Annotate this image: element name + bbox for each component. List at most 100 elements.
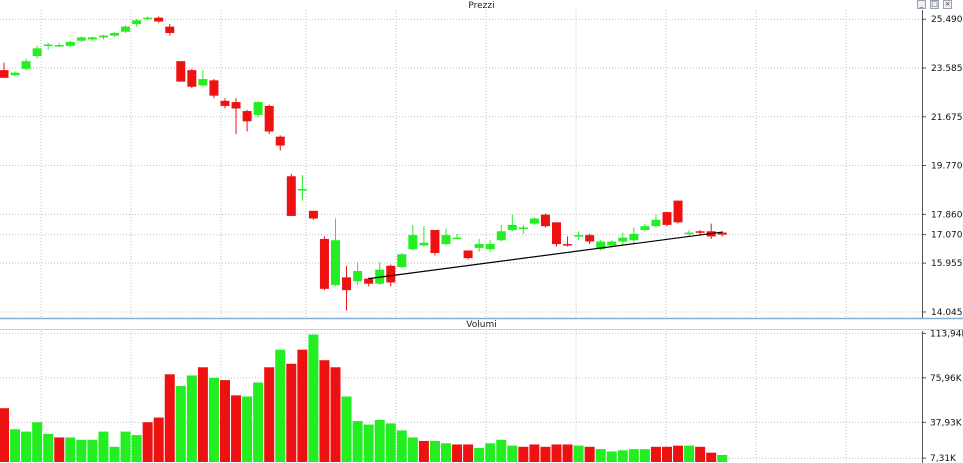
candle-body xyxy=(43,44,53,47)
candle xyxy=(264,104,274,135)
candle xyxy=(297,175,307,201)
candle-body xyxy=(165,26,175,34)
volume-bar xyxy=(363,424,374,462)
candle-body xyxy=(529,218,539,224)
price-tick-label: 19.770 xyxy=(931,162,963,172)
candle xyxy=(165,24,175,36)
volume-tick-label: 75,96K xyxy=(930,374,963,384)
volume-bar xyxy=(606,451,617,462)
candle-body xyxy=(198,79,208,86)
candle-body xyxy=(342,277,352,291)
volume-bar xyxy=(308,334,319,462)
volume-bar xyxy=(695,446,706,462)
candle-body xyxy=(10,72,20,76)
candle-body xyxy=(297,189,307,191)
candle-body xyxy=(607,241,617,246)
volume-bar xyxy=(595,449,606,462)
candle-body xyxy=(640,226,650,231)
volume-bar xyxy=(573,445,584,462)
candle-body xyxy=(430,230,440,254)
volume-bar xyxy=(65,437,76,462)
volume-bar xyxy=(87,439,98,462)
candle-body xyxy=(463,250,473,259)
candle xyxy=(187,68,197,89)
candle xyxy=(342,265,352,311)
volume-bar xyxy=(418,440,429,462)
candle xyxy=(430,230,440,256)
candle-body xyxy=(441,235,451,245)
volume-bar xyxy=(650,446,661,462)
candle xyxy=(331,218,340,287)
candle-body xyxy=(419,242,429,246)
volume-bar xyxy=(197,367,208,462)
candle-body xyxy=(143,17,153,20)
close-button[interactable]: × xyxy=(943,0,952,9)
candle xyxy=(54,43,64,48)
candle-body xyxy=(220,100,230,106)
candle-body xyxy=(308,210,318,219)
candle-body xyxy=(673,200,683,223)
candle-body xyxy=(585,235,595,242)
candle xyxy=(695,230,705,236)
volume-tick-label: 37,93K xyxy=(930,418,963,428)
volume-bar xyxy=(617,450,628,462)
candle-body xyxy=(662,212,672,225)
candle-body xyxy=(651,219,661,227)
candle-body xyxy=(21,61,31,69)
candle-body xyxy=(629,233,639,241)
candle-body xyxy=(65,41,75,46)
candle xyxy=(441,228,451,246)
minimize-button[interactable]: _ xyxy=(917,0,926,9)
candle xyxy=(65,40,75,48)
candle xyxy=(507,214,517,232)
volume-bar xyxy=(463,444,474,462)
candle-body xyxy=(132,20,142,25)
volume-tick-label: 113,94K xyxy=(930,329,963,339)
candle-body xyxy=(98,35,108,38)
volume-bar xyxy=(76,439,87,462)
volume-bar xyxy=(98,431,109,462)
volume-bar xyxy=(374,419,385,462)
candle xyxy=(10,71,20,77)
candle xyxy=(563,236,573,247)
candle xyxy=(364,277,374,287)
candle-body xyxy=(176,61,186,82)
candle xyxy=(198,70,208,87)
volume-bar xyxy=(562,444,573,462)
volume-bar xyxy=(175,385,186,462)
candle xyxy=(253,100,263,118)
volume-bar xyxy=(10,429,21,462)
candle-body xyxy=(87,37,97,40)
candle xyxy=(353,261,363,286)
volume-bar xyxy=(43,433,54,462)
volume-bar xyxy=(474,447,485,462)
candle-body xyxy=(253,102,263,115)
candle-body xyxy=(275,136,285,146)
volume-bar xyxy=(673,445,684,462)
volume-bar xyxy=(319,360,330,462)
candle xyxy=(585,233,595,245)
volume-bar xyxy=(518,446,529,462)
volume-bar xyxy=(264,367,275,462)
volume-bar xyxy=(551,444,562,462)
candle xyxy=(397,253,407,269)
candle xyxy=(76,36,86,42)
candle xyxy=(143,16,153,21)
volume-bar xyxy=(341,396,352,462)
candle xyxy=(220,98,230,109)
candle xyxy=(629,227,639,243)
candle-body xyxy=(574,235,584,237)
candle xyxy=(640,223,650,232)
volume-bar xyxy=(242,396,253,462)
candle-body xyxy=(518,227,528,229)
price-panel-title: Prezzi xyxy=(468,1,495,11)
volume-bar xyxy=(120,431,131,462)
volume-bar xyxy=(662,446,672,462)
candle xyxy=(684,230,694,237)
maximize-button[interactable]: □ xyxy=(930,0,939,9)
candle xyxy=(154,16,164,23)
volume-bar xyxy=(208,377,219,462)
volume-bar xyxy=(628,449,639,462)
candle-body xyxy=(618,237,628,242)
candle-body xyxy=(121,26,131,32)
